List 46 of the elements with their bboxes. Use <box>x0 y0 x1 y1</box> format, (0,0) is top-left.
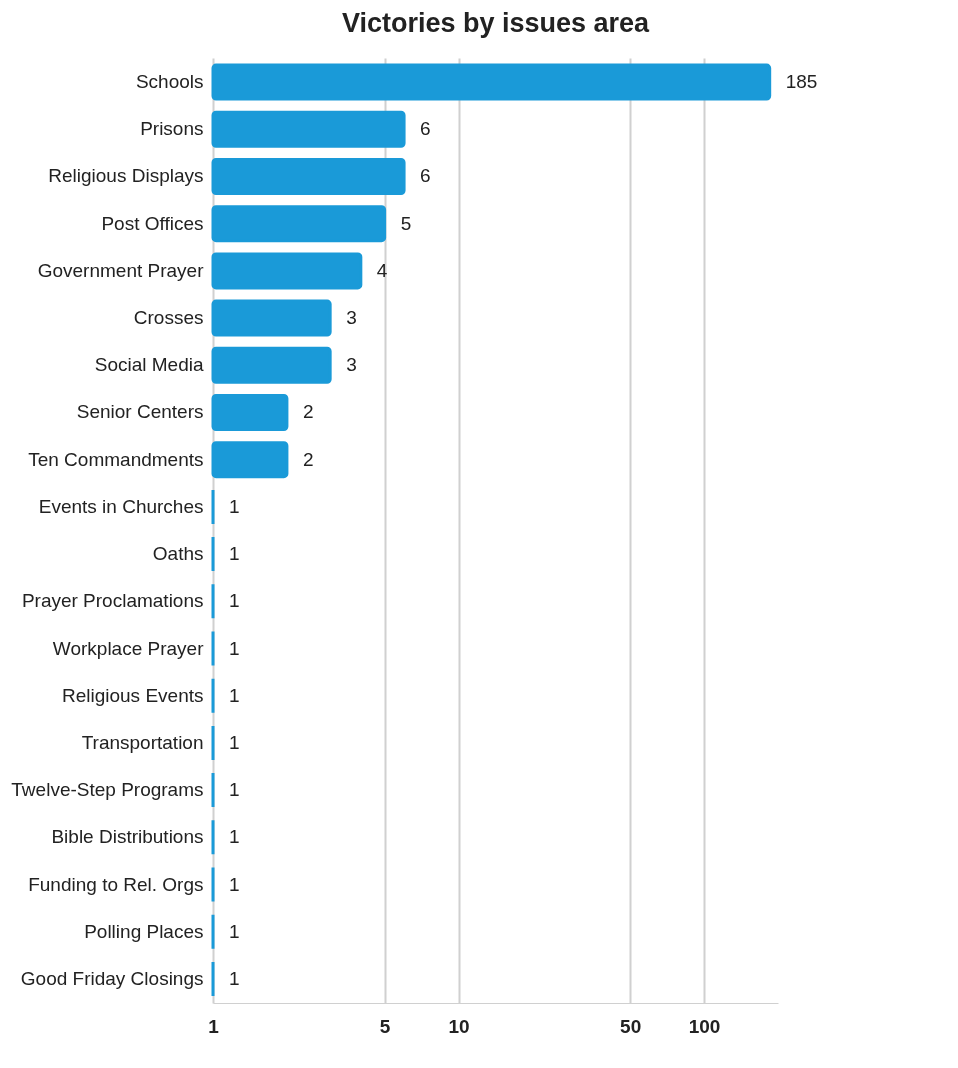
x-tick-label: 50 <box>620 1015 642 1037</box>
data-label: 1 <box>229 637 240 659</box>
y-tick-label: Twelve-Step Programs <box>11 779 204 801</box>
y-tick-label: Religious Displays <box>48 165 204 187</box>
data-label: 185 <box>785 71 818 93</box>
y-tick-label: Prisons <box>140 118 204 140</box>
data-label: 1 <box>229 967 240 989</box>
x-tick-label: 100 <box>688 1015 721 1037</box>
data-label: 2 <box>302 401 314 423</box>
x-tick-label: 5 <box>379 1015 391 1037</box>
x-tick-label: 1 <box>208 1015 220 1037</box>
data-label: 1 <box>229 590 240 612</box>
y-tick-label: Oaths <box>152 543 204 565</box>
data-label: 1 <box>229 495 240 517</box>
data-label: 1 <box>229 731 240 753</box>
y-tick-label: Good Friday Closings <box>20 967 204 989</box>
data-label: 3 <box>346 307 357 329</box>
y-tick-label: Transportation <box>81 731 204 753</box>
data-label: 2 <box>302 448 314 470</box>
y-tick-label: Events in Churches <box>38 495 204 517</box>
y-tick-label: Schools <box>135 71 204 93</box>
y-tick-label: Funding to Rel. Orgs <box>28 873 204 895</box>
y-tick-label: Government Prayer <box>37 259 205 281</box>
chart-title: Victories by issues area <box>341 8 651 38</box>
x-tick-label: 10 <box>448 1015 470 1037</box>
data-label: 4 <box>376 259 388 281</box>
data-label: 1 <box>229 873 240 895</box>
y-tick-label: Crosses <box>133 307 204 329</box>
y-tick-label: Senior Centers <box>76 401 204 423</box>
data-label: 1 <box>229 543 240 565</box>
y-tick-label: Workplace Prayer <box>52 637 205 659</box>
data-label: 1 <box>229 684 240 706</box>
y-tick-label: Bible Distributions <box>51 826 204 848</box>
data-label: 6 <box>420 118 431 140</box>
y-tick-label: Religious Events <box>61 684 204 706</box>
y-tick-label: Prayer Proclamations <box>21 590 204 612</box>
data-label: 1 <box>229 920 240 942</box>
data-label: 1 <box>229 826 240 848</box>
y-tick-label: Post Offices <box>101 212 204 234</box>
data-label: 6 <box>420 165 431 187</box>
data-label: 5 <box>400 212 412 234</box>
y-tick-label: Polling Places <box>84 920 204 942</box>
data-label: 3 <box>346 354 357 376</box>
y-tick-label: Ten Commandments <box>28 448 204 470</box>
y-tick-label: Social Media <box>94 354 204 376</box>
data-label: 1 <box>229 779 240 801</box>
